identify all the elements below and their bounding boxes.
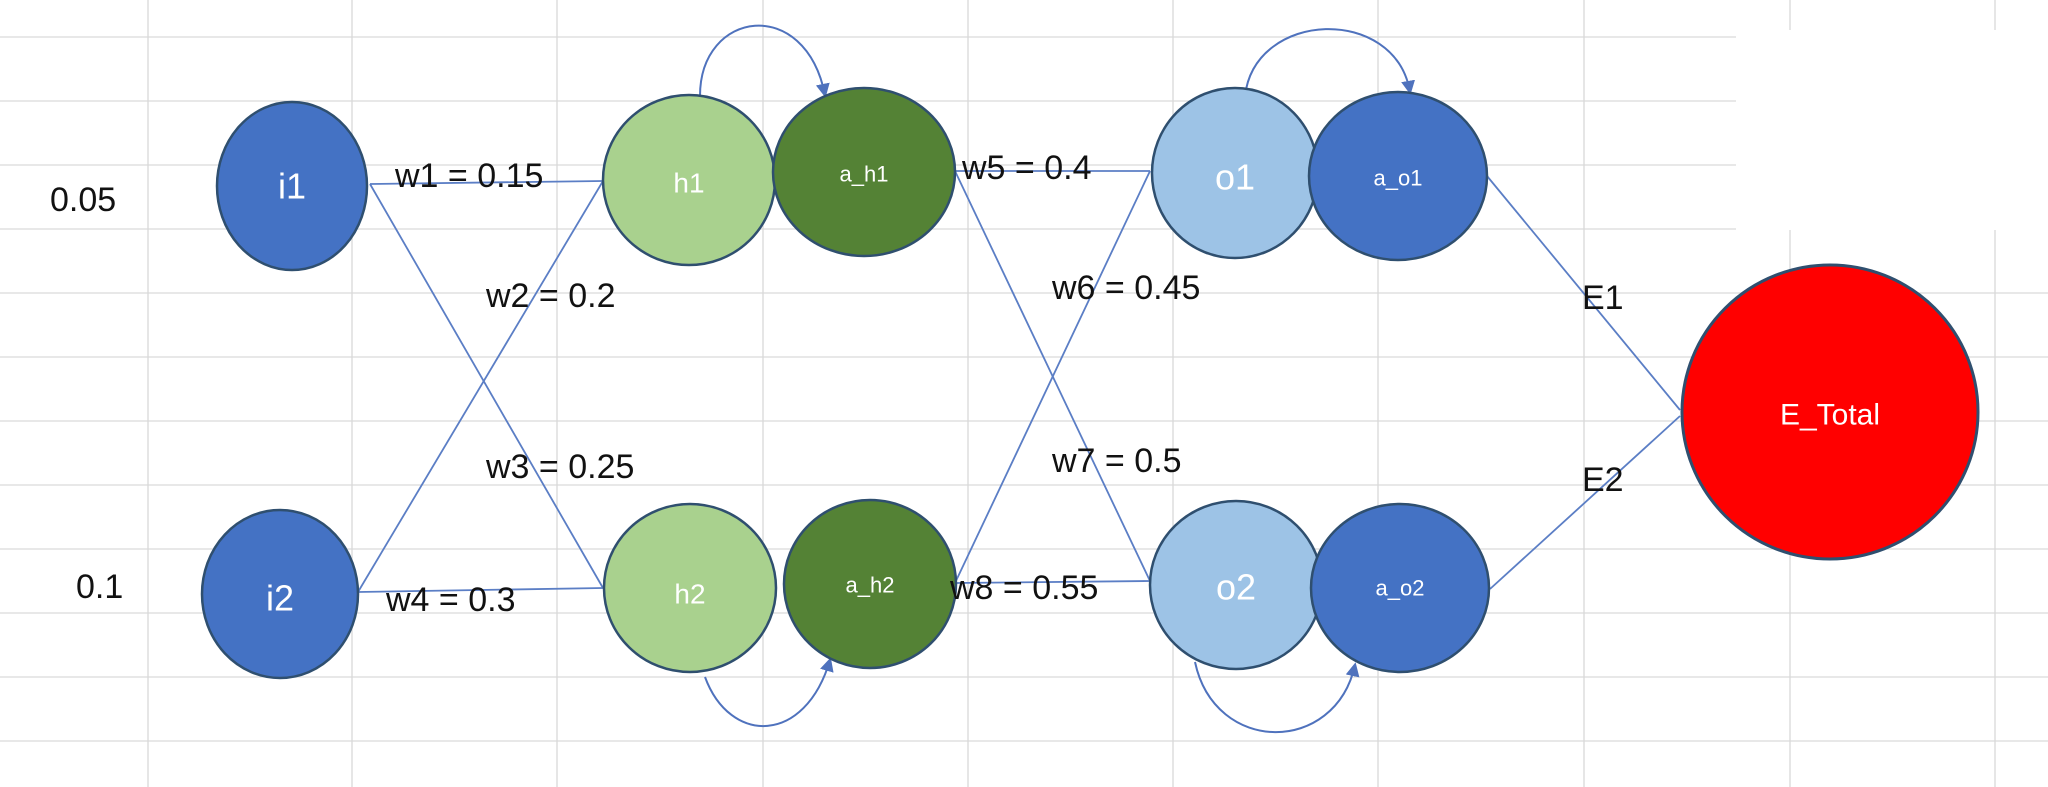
weight-labels: w1 = 0.15 w2 = 0.2 w3 = 0.25 w4 = 0.3 w5… — [385, 149, 1200, 619]
input-layer: i1 i2 0.05 0.1 — [50, 100, 369, 680]
error-label-e1: E1 — [1582, 279, 1624, 317]
node-o1-label: o1 — [1215, 157, 1255, 198]
node-o2-label: o2 — [1216, 567, 1256, 608]
white-cover — [1736, 30, 2048, 230]
input-value-i2: 0.1 — [76, 568, 123, 606]
node-a-h2-label: a_h2 — [846, 573, 895, 598]
edge-i1-h1 — [369, 180, 604, 185]
node-i1-label: i1 — [278, 166, 306, 207]
edge-ao1-etotal — [1486, 175, 1681, 411]
activation-arrows — [699, 24, 1415, 734]
error-label-e2: E2 — [1582, 461, 1624, 499]
weight-label-w5: w5 = 0.4 — [961, 149, 1091, 187]
weight-label-w3: w3 = 0.25 — [485, 448, 634, 486]
edge-ah2-o1 — [954, 170, 1151, 584]
node-h2-label: h2 — [674, 579, 705, 610]
arrow-o1-ao1 — [1244, 28, 1415, 97]
node-a-o1 — [1307, 90, 1489, 262]
node-h1-label: h1 — [673, 168, 704, 199]
edge-ah2-o2 — [954, 580, 1151, 584]
node-e-total — [1680, 263, 1980, 561]
hidden-layer: h1 a_h1 h2 a_h2 — [601, 86, 958, 674]
arrow-h1-ah1 — [699, 24, 830, 98]
arrow-h2-ah2 — [704, 657, 834, 727]
node-a-o2-label: a_o2 — [1376, 576, 1425, 601]
node-h2 — [602, 502, 778, 674]
node-e-total-label: E_Total — [1780, 399, 1880, 432]
edge-i1-h2 — [369, 183, 604, 589]
arrow-o2-ao2 — [1194, 661, 1360, 734]
edge-i2-h1 — [357, 180, 604, 593]
node-a-o2 — [1309, 502, 1491, 674]
weight-label-w4: w4 = 0.3 — [385, 581, 515, 619]
weight-label-w6: w6 = 0.45 — [1051, 269, 1200, 307]
output-layer: o1 a_o1 o2 a_o2 — [1148, 86, 1491, 674]
edge-i2-h2 — [357, 587, 604, 593]
node-i2 — [200, 508, 360, 680]
node-a-h2 — [782, 498, 958, 670]
weight-label-w2: w2 = 0.2 — [485, 277, 615, 315]
node-a-h1-label: a_h1 — [840, 162, 889, 187]
weight-label-w7: w7 = 0.5 — [1051, 442, 1181, 480]
edge-ao2-etotal — [1489, 415, 1681, 590]
weight-label-w1: w1 = 0.15 — [394, 157, 543, 195]
node-a-h1 — [771, 86, 957, 258]
connections — [357, 170, 1681, 593]
node-a-o1-label: a_o1 — [1374, 166, 1423, 191]
node-i1 — [215, 100, 369, 272]
weight-label-w8: w8 = 0.55 — [949, 569, 1098, 607]
node-i2-label: i2 — [266, 578, 294, 619]
input-value-i1: 0.05 — [50, 181, 116, 219]
